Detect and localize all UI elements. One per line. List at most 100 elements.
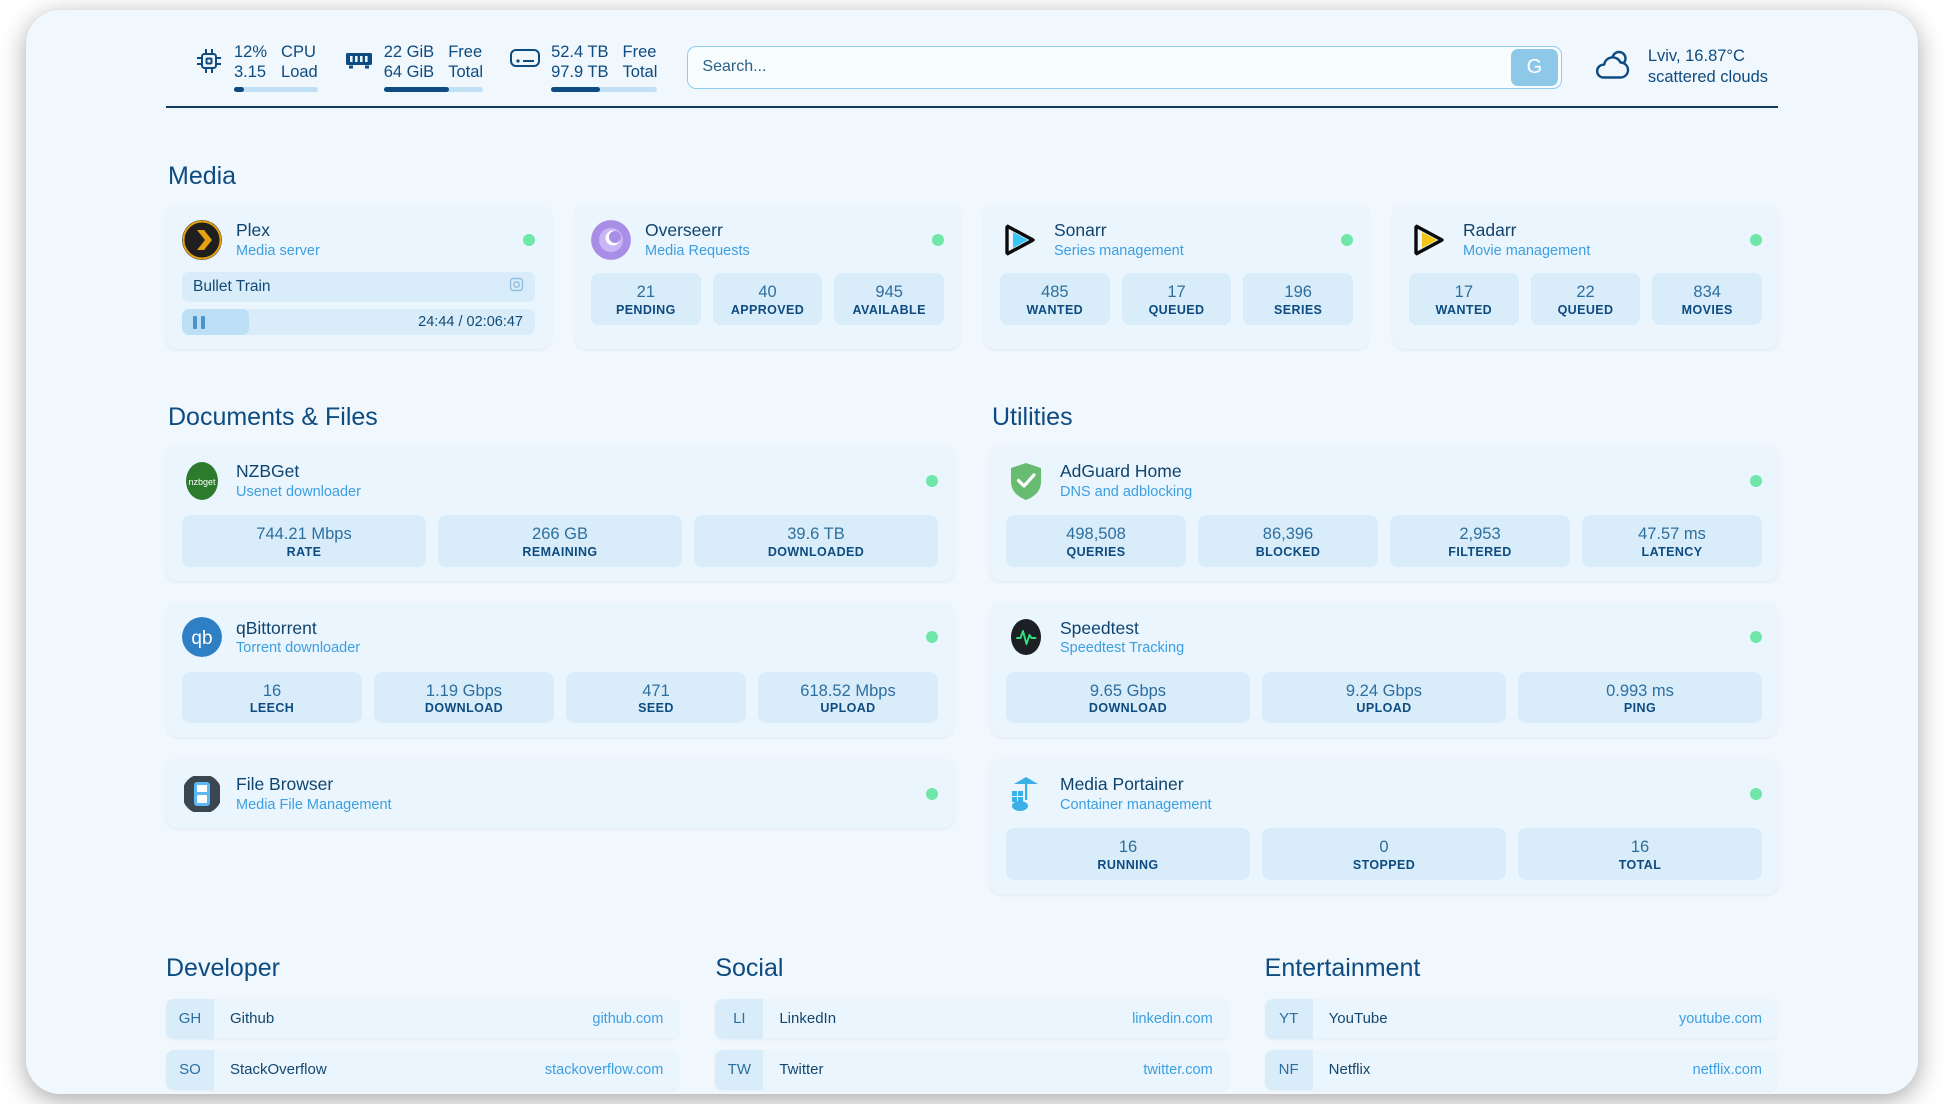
filebrowser-icon bbox=[182, 774, 222, 814]
service-name: Overseerr bbox=[645, 220, 723, 241]
status-indicator-online bbox=[926, 631, 938, 644]
service-stat-tiles: 16 LEECH 1.19 Gbps DOWNLOAD 471 SEED 618.52 Mb… bbox=[182, 671, 938, 724]
stat-tile[interactable]: 21 PENDING bbox=[591, 273, 701, 325]
plex-icon bbox=[182, 219, 222, 260]
search-area: G bbox=[657, 45, 1591, 89]
bookmark-abbr: GH bbox=[166, 998, 214, 1039]
svg-text:nzbget: nzbget bbox=[188, 477, 216, 487]
stat-tile[interactable]: 498,508 QUERIES bbox=[1006, 515, 1186, 567]
stat-progress-bar bbox=[383, 87, 484, 93]
portainer-icon bbox=[1006, 774, 1046, 814]
service-card[interactable]: File Browser Media File Management bbox=[166, 759, 954, 829]
stat-tile[interactable]: 834 MOVIES bbox=[1652, 273, 1763, 325]
section-title-utilities: Utilities bbox=[992, 403, 1073, 432]
stat-tile-value: 0.993 ms bbox=[1606, 681, 1674, 700]
bookmark-url: linkedin.com bbox=[1132, 1010, 1213, 1027]
bookmark-item[interactable]: NF Netflix netflix.com bbox=[1264, 1049, 1778, 1090]
stat-tile-label: BLOCKED bbox=[1255, 544, 1321, 559]
bookmark-group: Entertainment YT YouTube youtube.com NF Netfl… bbox=[1264, 954, 1778, 1094]
stat-tile[interactable]: 39.6 TB DOWNLOADED bbox=[694, 515, 938, 567]
stat-tile[interactable]: 17 QUEUED bbox=[1121, 273, 1232, 325]
bookmark-item[interactable]: YT YouTube youtube.com bbox=[1264, 998, 1778, 1039]
stat-tile[interactable]: 945 AVAILABLE bbox=[834, 273, 945, 325]
service-card[interactable]: Media Portainer Container management 16 RUN… bbox=[990, 759, 1778, 894]
bookmark-name: Twitter bbox=[779, 1061, 824, 1079]
stat-tile[interactable]: 9.24 Gbps UPLOAD bbox=[1262, 671, 1506, 724]
service-name: qBittorrent bbox=[236, 617, 317, 638]
service-meta: File Browser Media File Management bbox=[236, 773, 912, 814]
stat-tile-value: 498,508 bbox=[1066, 525, 1126, 544]
documents-card-list: nzbget NZBGet Usenet downloader 744.21 Mbps… bbox=[166, 446, 954, 829]
stat-tile[interactable]: 17 WANTED bbox=[1409, 273, 1519, 325]
bookmark-item[interactable]: LI LinkedIn linkedin.com bbox=[715, 998, 1229, 1039]
stat-tile[interactable]: 47.57 ms LATENCY bbox=[1582, 515, 1762, 567]
stat-tile-label: RUNNING bbox=[1097, 857, 1159, 872]
stat-tile-value: 618.52 Mbps bbox=[800, 681, 896, 700]
bookmark-name: LinkedIn bbox=[779, 1010, 837, 1028]
stat-tile[interactable]: 9.65 Gbps DOWNLOAD bbox=[1006, 671, 1250, 724]
stat-tile[interactable]: 1.19 Gbps DOWNLOAD bbox=[374, 671, 554, 724]
service-description: Speedtest Tracking bbox=[1060, 640, 1185, 657]
stat-tile[interactable]: 16 LEECH bbox=[182, 671, 362, 724]
cpu-icon bbox=[194, 46, 224, 81]
cast-icon[interactable] bbox=[509, 277, 524, 297]
service-card[interactable]: Overseerr Media Requests 21 PENDING 40 APPROV… bbox=[575, 205, 960, 350]
bookmark-item[interactable]: GH Github github.com bbox=[166, 998, 680, 1039]
stat-tile-value: 16 bbox=[1118, 838, 1138, 857]
stat-tile-value: 744.21 Mbps bbox=[256, 525, 352, 544]
stat-tile[interactable]: 196 SERIES bbox=[1243, 273, 1354, 325]
stat-tile[interactable]: 86,396 BLOCKED bbox=[1198, 515, 1378, 567]
service-stat-tiles: 485 WANTED 17 QUEUED 196 SERIES bbox=[1000, 273, 1354, 325]
search-submit-button[interactable]: G bbox=[1510, 48, 1558, 86]
service-card[interactable]: qb qBittorrent Torrent downloader 16 LEECH 1.… bbox=[166, 602, 954, 738]
service-card[interactable]: Speedtest Speedtest Tracking 9.65 Gbps DOWN… bbox=[990, 602, 1778, 738]
service-stat-tiles: 16 RUNNING 0 STOPPED 16 TOTAL bbox=[1006, 828, 1762, 880]
service-name: Speedtest bbox=[1060, 617, 1139, 638]
stat-tile-value: 16 bbox=[262, 681, 282, 700]
stat-tile-value: 2,953 bbox=[1459, 525, 1501, 544]
service-card[interactable]: Sonarr Series management 485 WANTED 17 QUEUED… bbox=[984, 205, 1369, 350]
stat-tile[interactable]: 16 RUNNING bbox=[1006, 828, 1250, 880]
pause-icon[interactable] bbox=[193, 315, 205, 329]
now-playing-progress[interactable]: 24:44 / 02:06:47 bbox=[182, 309, 535, 336]
service-meta: Radarr Movie management bbox=[1463, 219, 1736, 260]
stat-tile[interactable]: 22 QUEUED bbox=[1530, 273, 1641, 325]
stat-tile[interactable]: 40 APPROVED bbox=[712, 273, 823, 325]
stat-tile[interactable]: 0.993 ms PING bbox=[1518, 671, 1762, 724]
stat-tile[interactable]: 618.52 Mbps UPLOAD bbox=[758, 671, 938, 724]
service-card[interactable]: Radarr Movie management 17 WANTED 22 QUEUED 83… bbox=[1393, 205, 1778, 350]
service-card[interactable]: nzbget NZBGet Usenet downloader 744.21 Mbps… bbox=[166, 446, 954, 581]
memory-icon bbox=[344, 46, 374, 77]
stat-tile[interactable]: 2,953 FILTERED bbox=[1390, 515, 1570, 567]
stat-tile[interactable]: 485 WANTED bbox=[1000, 273, 1110, 325]
service-card[interactable]: Plex Media server Bullet Train 24:44 / 02:0… bbox=[166, 205, 551, 350]
stat-tile-label: LATENCY bbox=[1641, 544, 1703, 559]
service-name: Sonarr bbox=[1054, 220, 1107, 241]
service-card-header: Plex Media server bbox=[182, 219, 535, 260]
service-meta: AdGuard Home DNS and adblocking bbox=[1060, 460, 1736, 501]
now-playing-title-bar[interactable]: Bullet Train bbox=[182, 272, 535, 303]
service-card-header: File Browser Media File Management bbox=[182, 773, 938, 814]
stat-progress-bar bbox=[551, 87, 658, 93]
service-meta: Media Portainer Container management bbox=[1060, 773, 1736, 814]
status-indicator-online bbox=[1341, 233, 1353, 246]
stat-tile[interactable]: 744.21 Mbps RATE bbox=[182, 515, 426, 567]
service-meta: qBittorrent Torrent downloader bbox=[236, 617, 912, 658]
bookmark-abbr: YT bbox=[1264, 998, 1313, 1039]
bookmark-url: stackoverflow.com bbox=[544, 1061, 664, 1078]
bookmark-abbr: LI bbox=[715, 998, 764, 1039]
status-indicator-online bbox=[932, 233, 944, 246]
bookmark-item[interactable]: SO StackOverflow stackoverflow.com bbox=[166, 1049, 680, 1090]
stat-tile[interactable]: 266 GB REMAINING bbox=[438, 515, 682, 567]
status-indicator-online bbox=[1750, 631, 1762, 644]
stat-tile[interactable]: 471 SEED bbox=[566, 671, 746, 724]
stat-tile[interactable]: 16 TOTAL bbox=[1518, 828, 1762, 880]
service-card[interactable]: AdGuard Home DNS and adblocking 498,508 QUE… bbox=[990, 446, 1778, 581]
bookmark-item[interactable]: TW Twitter twitter.com bbox=[715, 1049, 1229, 1090]
stat-tile[interactable]: 0 STOPPED bbox=[1262, 828, 1506, 880]
google-icon: G bbox=[1526, 55, 1543, 78]
nzbget-icon: nzbget bbox=[182, 461, 222, 501]
search-box[interactable]: G bbox=[687, 45, 1562, 89]
search-input[interactable] bbox=[688, 58, 1511, 77]
weather-description: scattered clouds bbox=[1647, 68, 1768, 87]
